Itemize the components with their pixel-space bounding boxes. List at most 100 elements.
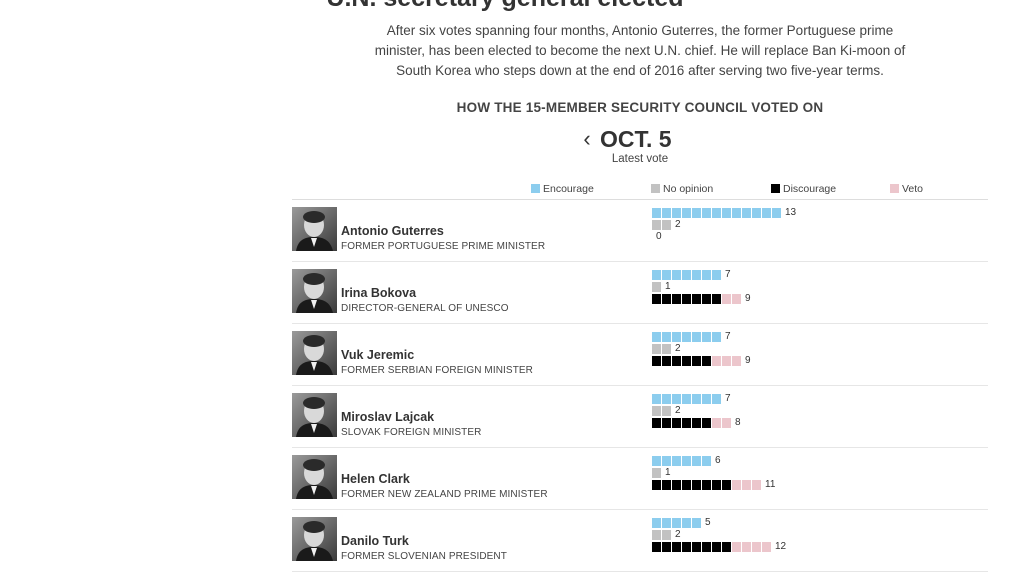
legend-swatch-discourage bbox=[771, 184, 780, 193]
discourage-vote-cell bbox=[682, 418, 692, 428]
encourage-vote-cell bbox=[652, 270, 662, 280]
candidate-role: FORMER SLOVENIAN PRESIDENT bbox=[341, 551, 507, 562]
encourage-vote-cell bbox=[672, 456, 682, 466]
no-opinion-bar-count-label: 2 bbox=[675, 343, 681, 354]
portrait-icon bbox=[292, 517, 337, 561]
encourage-vote-cell bbox=[672, 332, 682, 342]
encourage-vote-cell bbox=[662, 518, 672, 528]
legend-label-encourage: Encourage bbox=[543, 183, 594, 195]
chart-heading: HOW THE 15-MEMBER SECURITY COUNCIL VOTED… bbox=[456, 100, 824, 115]
encourage-vote-cell bbox=[682, 332, 692, 342]
legend-no-opinion: No opinion bbox=[651, 182, 713, 196]
candidate-row: Helen Clark FORMER NEW ZEALAND PRIME MINI… bbox=[292, 448, 988, 510]
discourage-vote-cell bbox=[692, 294, 702, 304]
veto-vote-cell bbox=[742, 542, 752, 552]
discourage-vote-cell bbox=[652, 418, 662, 428]
encourage-vote-cell bbox=[742, 208, 752, 218]
discourage-vote-cell bbox=[662, 418, 672, 428]
previous-vote-arrow-icon[interactable]: ‹ bbox=[583, 126, 591, 151]
discourage-veto-bar-count-label: 12 bbox=[775, 541, 787, 552]
encourage-vote-cell bbox=[662, 270, 672, 280]
discourage-vote-cell bbox=[662, 294, 672, 304]
discourage-veto-bar-count-label: 9 bbox=[745, 355, 751, 366]
encourage-bar-count-label: 5 bbox=[705, 517, 711, 528]
candidate-name: Irina Bokova bbox=[341, 286, 417, 300]
candidate-name: Helen Clark bbox=[341, 472, 410, 486]
legend-swatch-encourage bbox=[531, 184, 540, 193]
candidate-row: Irina Bokova DIRECTOR-GENERAL OF UNESCO 7 1… bbox=[292, 262, 988, 324]
no-opinion-vote-cell bbox=[652, 468, 662, 478]
encourage-bar-count-label: 7 bbox=[725, 269, 731, 280]
encourage-bar-count-label: 6 bbox=[715, 455, 721, 466]
no-opinion-bar-count-label: 2 bbox=[675, 529, 681, 540]
legend-encourage: Encourage bbox=[531, 182, 594, 196]
candidate-role: FORMER SERBIAN FOREIGN MINISTER bbox=[341, 365, 534, 376]
no-opinion-vote-cell bbox=[652, 344, 662, 354]
encourage-vote-cell bbox=[702, 208, 712, 218]
encourage-vote-cell bbox=[652, 456, 662, 466]
encourage-vote-cell bbox=[712, 394, 722, 404]
encourage-vote-cell bbox=[692, 518, 702, 528]
encourage-vote-cell bbox=[672, 394, 682, 404]
candidate-row: Antonio Guterres FORMER PORTUGUESE PRIME … bbox=[292, 200, 988, 262]
portrait-icon bbox=[292, 207, 337, 251]
encourage-vote-cell bbox=[712, 332, 722, 342]
portrait-icon bbox=[292, 393, 337, 437]
encourage-vote-cell bbox=[672, 208, 682, 218]
discourage-vote-cell bbox=[722, 542, 732, 552]
no-opinion-vote-cell bbox=[652, 282, 662, 292]
discourage-vote-cell bbox=[682, 294, 692, 304]
encourage-vote-cell bbox=[702, 270, 712, 280]
discourage-vote-cell bbox=[692, 418, 702, 428]
discourage-vote-cell bbox=[692, 480, 702, 490]
veto-vote-cell bbox=[752, 480, 762, 490]
discourage-vote-cell bbox=[652, 294, 662, 304]
discourage-vote-cell bbox=[682, 480, 692, 490]
no-opinion-vote-cell bbox=[662, 530, 672, 540]
encourage-bar-count-label: 7 bbox=[725, 393, 731, 404]
encourage-vote-cell bbox=[682, 456, 692, 466]
encourage-vote-cell bbox=[662, 332, 672, 342]
legend-label-discourage: Discourage bbox=[783, 183, 837, 195]
legend-swatch-veto bbox=[890, 184, 899, 193]
discourage-veto-bar-count-label: 8 bbox=[735, 417, 741, 428]
candidate-role: DIRECTOR-GENERAL OF UNESCO bbox=[341, 303, 509, 314]
discourage-vote-cell bbox=[662, 542, 672, 552]
veto-vote-cell bbox=[722, 356, 732, 366]
candidate-name: Antonio Guterres bbox=[341, 224, 444, 238]
portrait-icon bbox=[292, 455, 337, 499]
encourage-bar-count-label: 13 bbox=[785, 207, 797, 218]
discourage-vote-cell bbox=[722, 480, 732, 490]
discourage-vote-cell bbox=[702, 418, 712, 428]
encourage-vote-cell bbox=[682, 208, 692, 218]
portrait-icon bbox=[292, 331, 337, 375]
encourage-vote-cell bbox=[672, 270, 682, 280]
candidate-role: FORMER PORTUGUESE PRIME MINISTER bbox=[341, 241, 546, 252]
encourage-vote-cell bbox=[652, 208, 662, 218]
discourage-vote-cell bbox=[702, 356, 712, 366]
veto-vote-cell bbox=[732, 294, 742, 304]
candidate-name: Vuk Jeremic bbox=[341, 348, 415, 362]
candidate-row: Danilo Turk FORMER SLOVENIAN PRESIDENT 5 2 1… bbox=[292, 510, 988, 572]
encourage-vote-cell bbox=[652, 394, 662, 404]
veto-vote-cell bbox=[722, 294, 732, 304]
encourage-vote-cell bbox=[672, 518, 682, 528]
encourage-vote-cell bbox=[652, 518, 662, 528]
no-opinion-bar-count-label: 1 bbox=[665, 281, 671, 292]
headline: U.N. secretary general elected bbox=[0, 0, 1010, 12]
encourage-vote-cell bbox=[722, 208, 732, 218]
encourage-vote-cell bbox=[692, 394, 702, 404]
encourage-vote-cell bbox=[692, 208, 702, 218]
discourage-vote-cell bbox=[652, 356, 662, 366]
discourage-vote-cell bbox=[702, 480, 712, 490]
encourage-vote-cell bbox=[702, 394, 712, 404]
no-opinion-vote-cell bbox=[652, 406, 662, 416]
discourage-vote-cell bbox=[682, 356, 692, 366]
discourage-vote-cell bbox=[712, 480, 722, 490]
discourage-vote-cell bbox=[672, 480, 682, 490]
no-opinion-vote-cell bbox=[652, 530, 662, 540]
vote-date: OCT. 5 bbox=[600, 126, 672, 152]
intro-paragraph: After six votes spanning four months, An… bbox=[374, 23, 906, 78]
encourage-vote-cell bbox=[682, 518, 692, 528]
discourage-vote-cell bbox=[672, 356, 682, 366]
